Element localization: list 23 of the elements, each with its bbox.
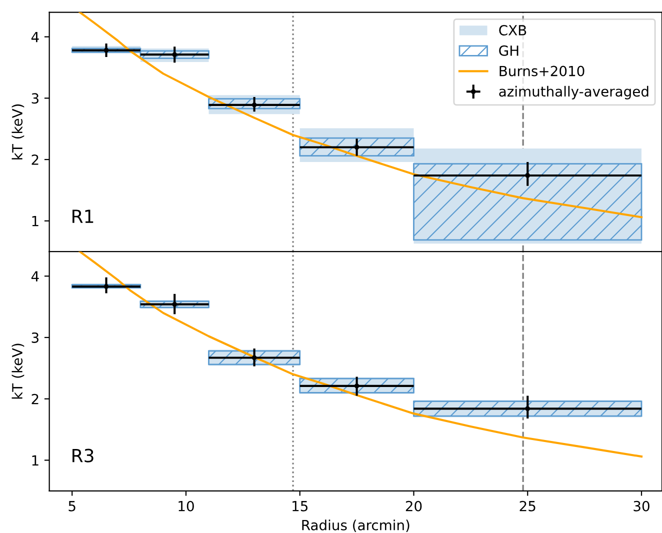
x-tick-label: 30: [634, 500, 650, 512]
y-tick-label: 1: [32, 455, 38, 466]
x-tick-label: 15: [292, 501, 308, 512]
x-tick-label: 25: [520, 500, 536, 512]
x-tick-label: 5: [68, 501, 76, 512]
y-tick-label: 2: [32, 154, 38, 165]
y-tick-label: 2: [32, 394, 38, 404]
annotation: R3: [72, 448, 94, 462]
y-tick-label: 3: [32, 93, 38, 104]
legend-label: CXB: [499, 25, 526, 36]
y-tick-label: 1: [32, 216, 38, 226]
legend-label: GH: [499, 45, 518, 56]
annotation: R1: [72, 210, 94, 223]
x-tick-label: 20: [406, 500, 422, 512]
legend-label: Burns+2010: [500, 66, 584, 76]
y-axis-title: kT (keV): [12, 104, 24, 160]
y-axis-title: kT (keV): [12, 344, 24, 399]
legend-label: azimuthally-averaged: [499, 86, 648, 100]
x-tick-label: 10: [178, 500, 194, 512]
y-tick-label: 4: [31, 32, 39, 42]
y-tick-label: 4: [31, 271, 39, 282]
x-axis-title: Radius (arcmin): [302, 520, 410, 532]
y-tick-label: 3: [32, 332, 38, 343]
